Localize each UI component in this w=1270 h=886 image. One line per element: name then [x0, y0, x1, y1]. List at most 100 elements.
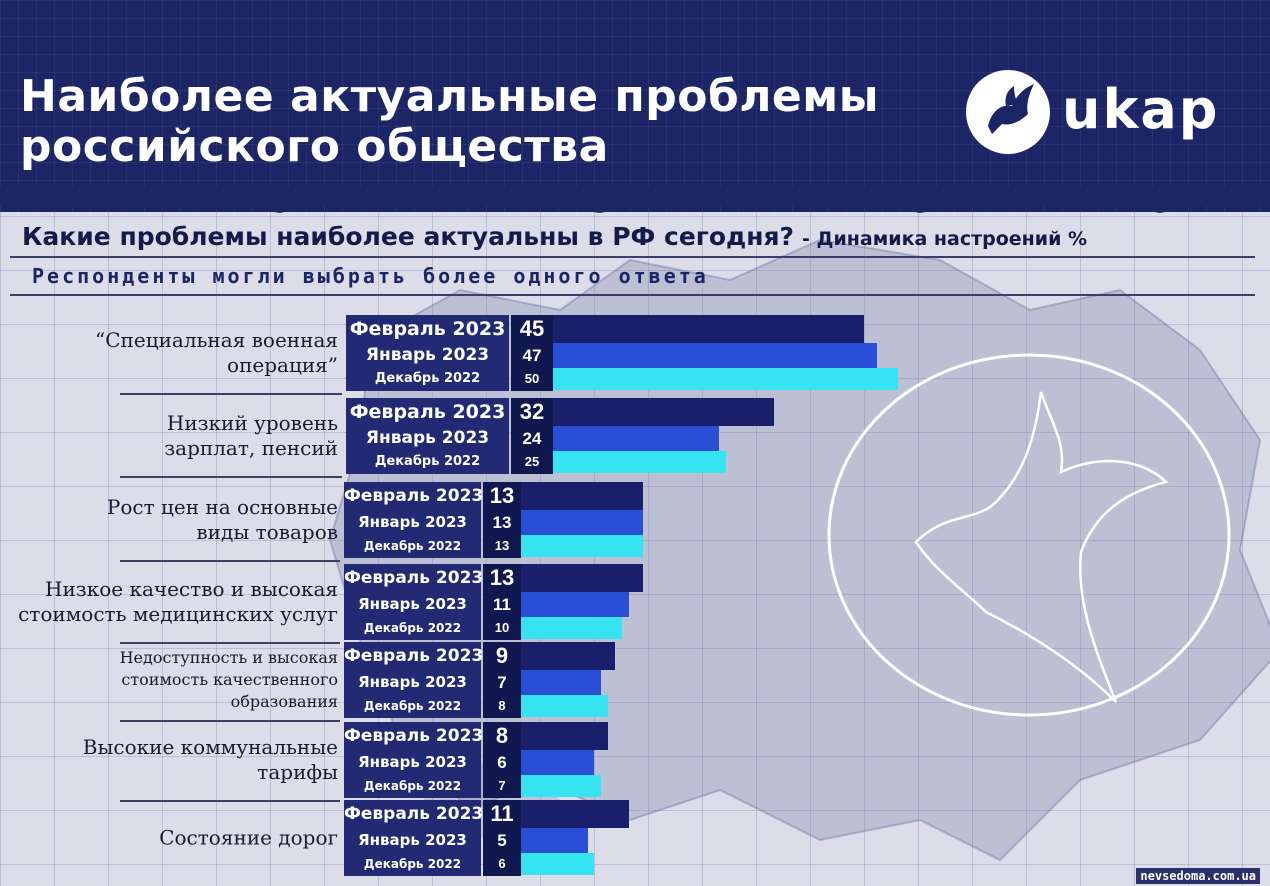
- data-label: 10: [494, 620, 510, 635]
- group-separator: [120, 560, 340, 562]
- category-label-line: образования: [230, 692, 338, 711]
- category-label: Недоступность и высокая стоимость качеств…: [120, 647, 338, 713]
- question-underline: [10, 256, 1255, 258]
- category-label-line: Рост цен на основные: [106, 495, 338, 519]
- value-column: [483, 642, 521, 718]
- dynamic-note: - Динамика настроений %: [802, 228, 1088, 250]
- data-label: 13: [492, 513, 512, 532]
- category-label: Состояние дорог: [159, 826, 338, 851]
- group-separator: [120, 642, 340, 644]
- period-label-box: Февраль 2023 Январь 2023 Декабрь 2022: [344, 482, 484, 558]
- category-label-line: Недоступность и высокая: [119, 648, 338, 667]
- period-label: Декабрь 2022: [363, 779, 462, 793]
- period-label: Декабрь 2022: [374, 454, 481, 469]
- period-label: Декабрь 2022: [363, 621, 462, 635]
- group-separator: [120, 800, 340, 802]
- group-separator: [120, 393, 342, 395]
- bar-dec-2022: [521, 775, 602, 797]
- period-label: Декабрь 2022: [363, 699, 462, 713]
- data-label: 13: [489, 483, 515, 508]
- category-label-line: Состояние дорог: [159, 825, 338, 850]
- data-label: 25: [524, 454, 540, 469]
- bar-jan-2023: [553, 343, 878, 368]
- bar-dec-2022: [521, 535, 643, 557]
- category-label: Низкое качество и высокая стоимость медиц…: [18, 577, 338, 627]
- bar-dec-2022: [521, 695, 609, 717]
- value-column: [483, 482, 521, 558]
- period-label: Февраль 2023: [344, 646, 484, 666]
- bar-dec-2022: [521, 853, 595, 875]
- data-label: 45: [519, 316, 545, 341]
- category-label-line: операция”: [227, 353, 338, 377]
- data-label: 11: [490, 801, 514, 826]
- category-label: “Специальная военная операция”: [95, 328, 338, 378]
- period-label-box: Февраль 2023 Январь 2023 Декабрь 2022: [344, 722, 484, 798]
- header-banner: [0, 0, 1270, 212]
- category-label: Высокие коммунальные тарифы: [83, 735, 338, 785]
- period-label: Февраль 2023: [344, 486, 484, 506]
- value-column: [483, 722, 521, 798]
- chart-question: Какие проблемы наиболее актуальны в РФ с…: [22, 222, 1087, 251]
- page-title: Наиболее актуальные проблемы российского…: [20, 72, 879, 172]
- header-torn-edge: [0, 186, 1270, 213]
- period-label: Январь 2023: [358, 753, 467, 771]
- dove-logo-icon: [966, 70, 1050, 154]
- data-label: 24: [522, 429, 542, 448]
- question-text: Какие проблемы наиболее актуальны в РФ с…: [22, 222, 795, 251]
- period-label: Январь 2023: [358, 513, 467, 531]
- bar-feb-2023: [521, 642, 616, 670]
- category-label-line: стоимость медицинских услуг: [18, 602, 338, 626]
- data-label: 47: [522, 346, 542, 365]
- title-line-1: Наиболее актуальные проблемы: [20, 71, 880, 122]
- bar-jan-2023: [521, 750, 595, 775]
- group-separator: [120, 476, 342, 478]
- data-label: 8: [498, 698, 506, 713]
- category-label-line: зарплат, пенсий: [164, 436, 338, 460]
- bar-jan-2023: [521, 670, 602, 695]
- value-column: [483, 564, 521, 640]
- category-label: Низкий уровень зарплат, пенсий: [164, 411, 338, 461]
- logo-text: ukap: [1062, 78, 1220, 141]
- subtitle-underline: [10, 294, 1255, 296]
- data-label: 32: [519, 399, 545, 424]
- category-label-line: Низкое качество и высокая: [45, 577, 338, 601]
- category-label: Рост цен на основные виды товаров: [107, 495, 338, 545]
- period-label: Февраль 2023: [344, 726, 484, 746]
- period-label: Февраль 2023: [349, 401, 506, 423]
- chart-subtitle: Респонденты могли выбрать более одного о…: [32, 264, 709, 288]
- period-label: Январь 2023: [365, 345, 490, 365]
- bar-feb-2023: [521, 564, 643, 592]
- data-label: 7: [497, 673, 507, 692]
- value-column: [511, 315, 553, 391]
- period-label: Декабрь 2022: [374, 371, 481, 386]
- category-label-line: виды товаров: [196, 520, 338, 544]
- bar-jan-2023: [521, 592, 629, 617]
- bar-feb-2023: [553, 398, 774, 426]
- data-label: 8: [495, 723, 509, 748]
- data-label: 13: [494, 538, 510, 553]
- period-label-box: Февраль 2023 Январь 2023 Декабрь 2022: [344, 564, 483, 640]
- period-label: Январь 2023: [365, 428, 490, 448]
- value-column: [483, 800, 521, 876]
- period-label: Декабрь 2022: [363, 857, 462, 871]
- category-label-line: стоимость качественного: [121, 670, 338, 689]
- period-label: Январь 2023: [358, 673, 467, 691]
- category-label-line: тарифы: [257, 760, 338, 784]
- data-label: 5: [497, 831, 507, 850]
- period-label-box: Февраль 2023 Январь 2023 Декабрь 2022: [344, 642, 484, 718]
- group-separator: [120, 720, 340, 722]
- bar-dec-2022: [553, 368, 898, 390]
- bar-feb-2023: [521, 800, 629, 828]
- data-label: 50: [524, 371, 540, 386]
- bar-dec-2022: [553, 451, 726, 473]
- bar-feb-2023: [553, 315, 864, 343]
- period-label-box: Февраль 2023 Январь 2023 Декабрь 2022: [346, 398, 509, 474]
- period-label: Декабрь 2022: [363, 539, 462, 553]
- period-label: Январь 2023: [358, 595, 467, 613]
- data-label: 6: [497, 753, 507, 772]
- period-label-box: Февраль 2023 Январь 2023 Декабрь 2022: [344, 800, 483, 876]
- dove-outline-icon: [827, 353, 1231, 717]
- data-label: 9: [495, 643, 509, 668]
- period-label: Февраль 2023: [349, 318, 506, 340]
- value-column: [511, 398, 553, 474]
